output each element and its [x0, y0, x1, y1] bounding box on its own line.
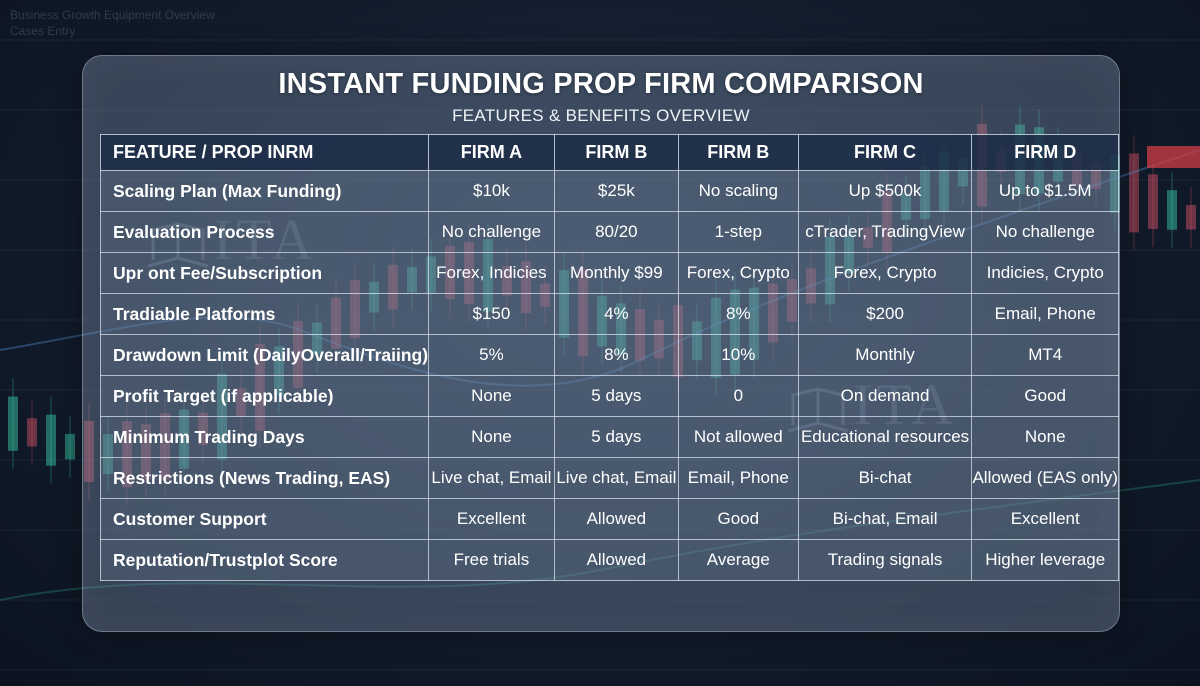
candle-body — [8, 396, 18, 451]
table-cell: MT4 — [971, 334, 1119, 376]
table-cell: Bi-chat — [797, 457, 973, 499]
table-cell: Live chat, Email — [428, 457, 555, 499]
table-cell: Educational resources — [797, 416, 973, 458]
table-cell: No challenge — [428, 211, 555, 253]
table-cell: $150 — [428, 293, 555, 335]
header-firm: FIRM B — [553, 134, 679, 171]
table-cell: 8% — [677, 293, 799, 335]
table-cell: Email, Phone — [677, 457, 799, 499]
table-cell: Average — [677, 539, 799, 581]
page-subtitle: FEATURES & BENEFITS OVERVIEW — [452, 106, 750, 125]
table-cell: 4% — [553, 293, 679, 335]
header-firm: FIRM D — [971, 134, 1119, 171]
page-title: INSTANT FUNDING PROP FIRM COMPARISON — [278, 68, 924, 100]
table-row: Upr ont Fee/Subscription Forex, Indicies M… — [99, 252, 1119, 294]
candle-body — [46, 414, 56, 466]
table-cell: Monthly — [797, 334, 973, 376]
table-cell: None — [428, 375, 555, 417]
table-row: Profit Target (if applicable) None 5 days 0… — [99, 375, 1119, 417]
table-cell: $200 — [797, 293, 973, 335]
feature-label: Minimum Trading Days — [99, 416, 430, 458]
table-cell: 8% — [553, 334, 679, 376]
table-cell: $25k — [553, 170, 679, 212]
table-row: Minimum Trading Days None 5 days Not allowe… — [99, 416, 1119, 458]
table-body: Scaling Plan (Max Funding) $10k $25k No sca… — [99, 170, 1119, 581]
table-cell: No scaling — [677, 170, 799, 212]
feature-label: Scaling Plan (Max Funding) — [99, 170, 430, 212]
table-cell: Forex, Crypto — [797, 252, 973, 294]
feature-label: Tradiable Platforms — [99, 293, 430, 335]
candle-body — [1167, 190, 1177, 230]
table-cell: cTrader, TradingView — [797, 211, 973, 253]
candle-body — [27, 418, 37, 447]
table-cell: Allowed — [553, 498, 679, 540]
candle-body — [84, 420, 94, 483]
table-cell: Monthly $99 — [553, 252, 679, 294]
table-cell: 80/20 — [553, 211, 679, 253]
table-row: Tradiable Platforms $150 4% 8% $200 Email, Ph… — [99, 293, 1119, 335]
table-cell: Forex, Indicies — [428, 252, 555, 294]
table-row: Restrictions (News Trading, EAS) Live cha… — [99, 457, 1119, 499]
table-cell: $10k — [428, 170, 555, 212]
table-cell: Excellent — [971, 498, 1119, 540]
background-caption-line-2: Cases Entry — [10, 24, 76, 38]
feature-label: Drawdown Limit (DailyOverall/Traiing) — [99, 334, 430, 376]
table-cell: 1-step — [677, 211, 799, 253]
table-cell: Excellent — [428, 498, 555, 540]
feature-label: Restrictions (News Trading, EAS) — [99, 457, 430, 499]
table-cell: Up to $1.5M — [971, 170, 1119, 212]
table-row: Scaling Plan (Max Funding) $10k $25k No sca… — [99, 170, 1119, 212]
table-cell: Not allowed — [677, 416, 799, 458]
table-cell: None — [428, 416, 555, 458]
header-firm: FIRM A — [428, 134, 555, 171]
table-cell: 5 days — [553, 416, 679, 458]
table-cell: Up $500k — [797, 170, 973, 212]
table-cell: Free trials — [428, 539, 555, 581]
candle-body — [1186, 204, 1196, 230]
header-firm: FIRM B — [677, 134, 799, 171]
header-feature: FEATURE / PROP INRM — [99, 134, 430, 171]
table-cell: On demand — [797, 375, 973, 417]
table-row: Drawdown Limit (DailyOverall/Traiing) 5% 8… — [99, 334, 1119, 376]
table-cell: Forex, Crypto — [677, 252, 799, 294]
table-row: Evaluation Process No challenge 80/20 1-ste… — [99, 211, 1119, 253]
table-cell: Allowed — [553, 539, 679, 581]
table-row: Customer Support Excellent Allowed Good Bi-c… — [99, 498, 1119, 540]
feature-label: Reputation/Trustplot Score — [99, 539, 430, 581]
table-cell: Higher leverage — [971, 539, 1119, 581]
table-cell: Email, Phone — [971, 293, 1119, 335]
table-cell: None — [971, 416, 1119, 458]
header-firm: FIRM C — [797, 134, 973, 171]
table-row: Reputation/Trustplot Score Free trials All… — [99, 539, 1119, 581]
table-header-row: FEATURE / PROP INRM FIRM A FIRM B FIRM B FIR… — [99, 134, 1119, 171]
feature-label: Customer Support — [99, 498, 430, 540]
table-cell: 0 — [677, 375, 799, 417]
table-cell: Bi-chat, Email — [797, 498, 973, 540]
table-cell: 10% — [677, 334, 799, 376]
candle-body — [1129, 153, 1139, 233]
feature-label: Profit Target (if applicable) — [99, 375, 430, 417]
table-cell: Allowed (EAS only) — [971, 457, 1119, 499]
feature-label: Upr ont Fee/Subscription — [99, 252, 430, 294]
table-cell: Indicies, Crypto — [971, 252, 1119, 294]
feature-label: Evaluation Process — [99, 211, 430, 253]
table-cell: 5 days — [553, 375, 679, 417]
table-cell: Good — [677, 498, 799, 540]
comparison-table: FEATURE / PROP INRM FIRM A FIRM B FIRM B FIR… — [99, 134, 1119, 581]
background-caption-line-1: Business Growth Equipment Overview — [10, 8, 215, 22]
candle-body — [65, 433, 75, 460]
table-cell: 5% — [428, 334, 555, 376]
table-cell: Trading signals — [797, 539, 973, 581]
table-cell: No challenge — [971, 211, 1119, 253]
candle-body — [1148, 174, 1158, 229]
table-cell: Good — [971, 375, 1119, 417]
comparison-panel: INSTANT FUNDING PROP FIRM COMPARISON FEA… — [82, 55, 1120, 632]
table-cell: Live chat, Email — [553, 457, 679, 499]
